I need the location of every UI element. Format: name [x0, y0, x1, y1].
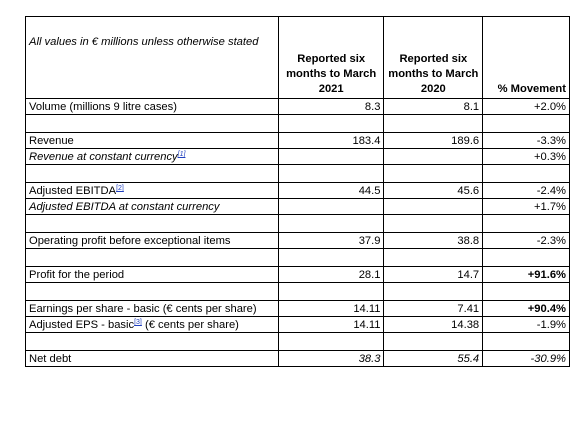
header-2020: Reported six months to March 2020	[383, 16, 484, 99]
row-label: Adjusted EBITDA at constant currency	[25, 198, 279, 215]
spacer-row	[25, 214, 570, 233]
value-movement: -3.3%	[482, 132, 570, 149]
table-row-revenue: Revenue 183.4 189.6 -3.3%	[25, 132, 570, 149]
value-2020: 55.4	[383, 350, 484, 367]
value-movement: -2.4%	[482, 182, 570, 199]
row-label-suffix: (€ cents per share)	[141, 319, 239, 331]
value-movement: -2.3%	[482, 232, 570, 249]
value-2020	[383, 198, 484, 215]
value-movement: -1.9%	[482, 316, 570, 333]
value-2020: 14.7	[383, 266, 484, 283]
row-label: Volume (millions 9 litre cases)	[25, 98, 279, 115]
value-2021: 44.5	[277, 182, 385, 199]
spacer-row	[25, 164, 570, 183]
value-2020: 45.6	[383, 182, 484, 199]
row-label: Earnings per share - basic (€ cents per …	[25, 300, 279, 317]
row-label: Adjusted EBITDA	[29, 185, 117, 197]
row-label-cell: Adjusted EBITDA[2]	[25, 182, 279, 199]
table-row-operating-profit: Operating profit before exceptional item…	[25, 232, 570, 249]
row-label: Profit for the period	[25, 266, 279, 283]
table-row-volume: Volume (millions 9 litre cases) 8.3 8.1 …	[25, 98, 570, 115]
row-label-cell: Revenue at constant currency[1]	[25, 148, 279, 165]
footnote-link-3[interactable]: [3]	[134, 319, 142, 326]
value-2020: 14.38	[383, 316, 484, 333]
value-2020: 189.6	[383, 132, 484, 149]
row-label-cell: Adjusted EPS - basic[3] (€ cents per sha…	[25, 316, 279, 333]
header-movement: % Movement	[482, 16, 570, 99]
units-note: All values in € millions unless otherwis…	[25, 16, 279, 99]
value-2020: 8.1	[383, 98, 484, 115]
value-2020: 38.8	[383, 232, 484, 249]
table-row-adjusted-eps: Adjusted EPS - basic[3] (€ cents per sha…	[25, 316, 570, 333]
table-row-revenue-cc: Revenue at constant currency[1] +0.3%	[25, 148, 570, 165]
value-2021: 8.3	[277, 98, 385, 115]
value-2020: 7.41	[383, 300, 484, 317]
value-movement: +1.7%	[482, 198, 570, 215]
value-2021	[277, 198, 385, 215]
value-movement: +90.4%	[482, 300, 570, 317]
value-movement: +91.6%	[482, 266, 570, 283]
row-label: Operating profit before exceptional item…	[25, 232, 279, 249]
spacer-row	[25, 332, 570, 351]
value-movement: +2.0%	[482, 98, 570, 115]
spacer-row	[25, 248, 570, 267]
row-label: Revenue at constant currency	[29, 151, 178, 163]
value-2021: 14.11	[277, 316, 385, 333]
spacer-row	[25, 282, 570, 301]
table-row-ebitda-cc: Adjusted EBITDA at constant currency +1.…	[25, 198, 570, 215]
footnote-link-1[interactable]: [1]	[177, 151, 186, 158]
value-2021: 14.11	[277, 300, 385, 317]
value-2021: 38.3	[277, 350, 385, 367]
value-movement: -30.9%	[482, 350, 570, 367]
table-row-adjusted-ebitda: Adjusted EBITDA[2] 44.5 45.6 -2.4%	[25, 182, 570, 199]
value-2021	[277, 148, 385, 165]
table-row-net-debt: Net debt 38.3 55.4 -30.9%	[25, 350, 570, 367]
value-2021: 37.9	[277, 232, 385, 249]
row-label: Adjusted EPS - basic	[29, 319, 135, 331]
financial-summary-table: All values in € millions unless otherwis…	[25, 16, 570, 367]
row-label: Revenue	[25, 132, 279, 149]
value-2021: 183.4	[277, 132, 385, 149]
value-2021: 28.1	[277, 266, 385, 283]
row-label: Net debt	[25, 350, 279, 367]
table-row-profit-period: Profit for the period 28.1 14.7 +91.6%	[25, 266, 570, 283]
spacer-row	[25, 114, 570, 133]
value-2020	[383, 148, 484, 165]
footnote-link-2[interactable]: [2]	[116, 185, 124, 192]
table-header-row: All values in € millions unless otherwis…	[25, 16, 570, 99]
value-movement: +0.3%	[482, 148, 570, 165]
table-row-eps-basic: Earnings per share - basic (€ cents per …	[25, 300, 570, 317]
header-2021: Reported six months to March 2021	[277, 16, 385, 99]
